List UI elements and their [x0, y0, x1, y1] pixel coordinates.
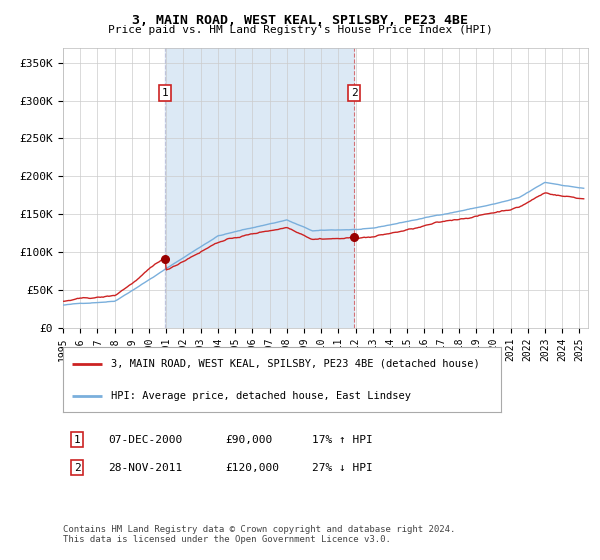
- Text: 17% ↑ HPI: 17% ↑ HPI: [312, 435, 373, 445]
- Text: 1: 1: [74, 435, 80, 445]
- Text: Price paid vs. HM Land Registry's House Price Index (HPI): Price paid vs. HM Land Registry's House …: [107, 25, 493, 35]
- Text: HPI: Average price, detached house, East Lindsey: HPI: Average price, detached house, East…: [111, 391, 411, 401]
- Text: 3, MAIN ROAD, WEST KEAL, SPILSBY, PE23 4BE: 3, MAIN ROAD, WEST KEAL, SPILSBY, PE23 4…: [132, 14, 468, 27]
- Text: £90,000: £90,000: [225, 435, 272, 445]
- Text: Contains HM Land Registry data © Crown copyright and database right 2024.
This d: Contains HM Land Registry data © Crown c…: [63, 525, 455, 544]
- Text: 28-NOV-2011: 28-NOV-2011: [108, 463, 182, 473]
- Text: £120,000: £120,000: [225, 463, 279, 473]
- Bar: [165, 48, 354, 328]
- Text: 2: 2: [74, 463, 80, 473]
- Text: 3, MAIN ROAD, WEST KEAL, SPILSBY, PE23 4BE (detached house): 3, MAIN ROAD, WEST KEAL, SPILSBY, PE23 4…: [111, 359, 480, 369]
- Text: 27% ↓ HPI: 27% ↓ HPI: [312, 463, 373, 473]
- Text: 2: 2: [350, 88, 358, 98]
- Text: 1: 1: [161, 88, 169, 98]
- Text: 07-DEC-2000: 07-DEC-2000: [108, 435, 182, 445]
